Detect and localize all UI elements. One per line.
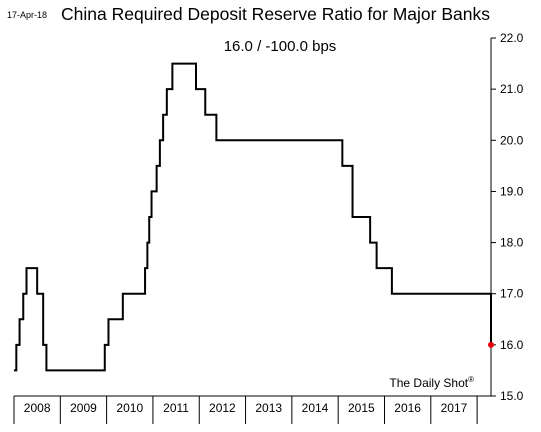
- x-tick-label: 2011: [163, 401, 189, 415]
- registered-mark: ®: [468, 375, 474, 384]
- y-tick-label: 17.0: [500, 287, 524, 301]
- last-value-marker: [488, 341, 494, 348]
- y-tick-label: 21.0: [500, 82, 524, 96]
- x-axis-ticks: 2008 2009 2010 2011 2012 2013 2014 2015 2016 2017: [24, 396, 478, 424]
- source-name: The Daily Shot: [389, 376, 469, 390]
- x-tick-label: 2012: [209, 401, 236, 415]
- x-tick-label: 2017: [441, 401, 468, 415]
- y-tick-label: 15.0: [500, 389, 524, 403]
- date-stamp: 17-Apr-18: [7, 10, 48, 20]
- chart-title: China Required Deposit Reserve Ratio for…: [61, 4, 490, 24]
- x-tick-label: 2009: [70, 401, 97, 415]
- y-tick-label: 20.0: [500, 133, 524, 147]
- source-credit: The Daily Shot®: [389, 375, 474, 390]
- y-tick-label: 16.0: [500, 338, 524, 352]
- axes: [13, 38, 492, 424]
- y-tick-label: 22.0: [500, 31, 524, 45]
- series: [14, 62, 494, 372]
- series-line: [14, 62, 492, 372]
- y-tick-label: 18.0: [500, 236, 524, 250]
- x-tick-label: 2010: [116, 401, 143, 415]
- y-tick-label: 19.0: [500, 184, 524, 198]
- x-tick-label: 2014: [302, 401, 329, 415]
- x-tick-label: 2015: [348, 401, 375, 415]
- chart-subtitle: 16.0 / -100.0 bps: [223, 38, 337, 55]
- x-tick-label: 2016: [394, 401, 421, 415]
- x-tick-label: 2013: [255, 401, 282, 415]
- y-axis-ticks: 15.0 16.0 17.0 18.0 19.0 20.0 21.0 22.0: [491, 31, 524, 403]
- x-tick-label: 2008: [24, 401, 51, 415]
